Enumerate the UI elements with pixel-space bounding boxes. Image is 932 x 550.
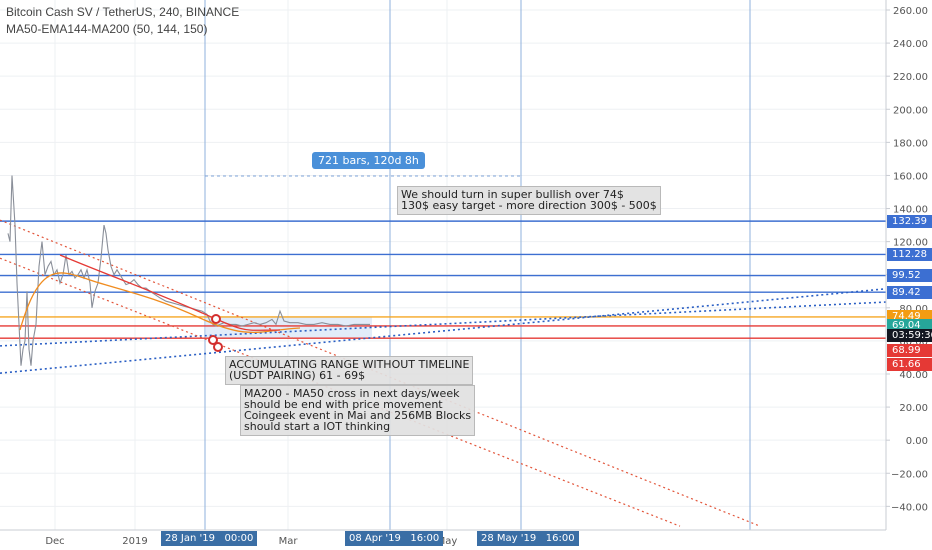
price-tick-label-4: 180.00 [893,138,928,149]
price-tick-label-13: 0.00 [906,436,928,447]
price-tick-label-10: 60.00 [899,337,928,348]
note-bullish-line-2: 130$ easy target - more direction 300$ -… [401,199,657,212]
time-label-jan: 28 Jan '19 00:00 [161,531,258,546]
price-tick-label-2: 220.00 [893,72,928,83]
note-cross-line-3: Coingeek event in Mai and 256MB Blocks [244,409,472,422]
trendline-red-outer [0,219,761,527]
price-tick-label-9: 80.00 [899,304,928,315]
price-tick-label-3: 200.00 [893,105,928,116]
price-tick-label-5: 160.00 [893,171,928,182]
price-tick-label-1: 240.00 [893,39,928,50]
marker-circle-2 [213,342,223,352]
time-tick-label-0: Dec [45,536,64,547]
price-tag-6: 03:59:36 [887,328,932,342]
note-bullish[interactable]: We should turn in super bullish over 74$… [397,186,661,215]
trendline-blue-upper [0,301,887,347]
symbol-title: Bitcoin Cash SV / TetherUS, 240, BINANCE [6,5,240,19]
price-tick-label-11: 40.00 [899,370,928,381]
note-range[interactable]: ACCUMULATING RANGE WITHOUT TIMELINE (USD… [225,356,474,385]
ema144-line [59,254,281,331]
note-bullish-line-1: We should turn in super bullish over 74$ [401,188,624,201]
time-tick-label-2: Mar [279,536,299,547]
indicator-title: MA50-EMA144-MA200 (50, 144, 150) [6,22,208,36]
price-tag-2: 99.52 [887,269,932,282]
time-tick-label-1: 2019 [122,536,147,547]
note-range-line-1: ACCUMULATING RANGE WITHOUT TIMELINE [229,358,470,371]
time-tick-label-3: May [437,536,458,547]
time-label-may: 28 May '19 16:00 [477,531,579,546]
price-tick-label-12: 20.00 [899,403,928,414]
note-cross-line-4: should start a IOT thinking [244,420,391,433]
marker-circle-0 [211,314,221,324]
price-tick-label-0: 260.00 [893,6,928,17]
price-tag-7: 68.99 [887,343,932,357]
price-tick-label-15: −40.00 [891,502,928,513]
time-label-apr: 08 Apr '19 16:00 [345,531,444,546]
ma50-line [19,272,301,333]
price-tag-1: 112.28 [887,247,932,261]
price-tick-label-6: 140.00 [893,205,928,216]
price-tick-label-7: 120.00 [893,238,928,249]
chart-legend: Bitcoin Cash SV / TetherUS, 240, BINANCE… [6,4,239,38]
note-cross-line-2: should be end with price movement [244,398,443,411]
price-tag-0: 132.39 [887,214,932,228]
marker-circle-1 [208,335,218,345]
note-cross[interactable]: MA200 - MA50 cross in next days/week sho… [240,385,476,436]
note-cross-line-1: MA200 - MA50 cross in next days/week [244,387,460,400]
range-box [205,316,372,339]
bars-count-label: 721 bars, 120d 8h [312,152,425,169]
price-tag-3: 89.42 [887,285,932,299]
price-tag-8: 61.66 [887,357,932,371]
trendline-blue-lower [0,287,887,374]
price-tick-label-14: −20.00 [891,469,928,480]
note-range-line-2: (USDT PAIRING) 61 - 69$ [229,369,366,382]
